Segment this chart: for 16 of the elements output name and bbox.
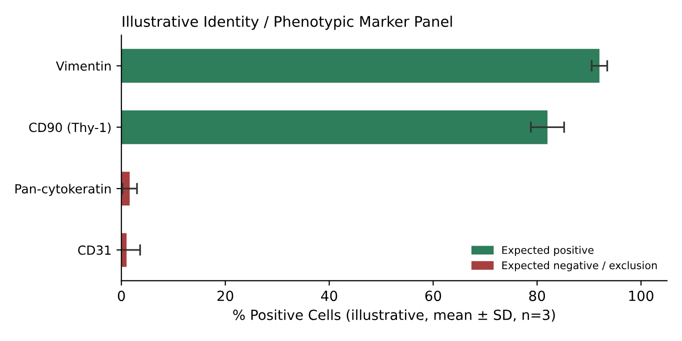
bar [121, 48, 600, 83]
y-tick-label: Vimentin [56, 61, 111, 71]
y-tick-label: CD31 [78, 245, 111, 255]
x-tick-label: 20 [218, 290, 234, 302]
x-tick-label: 80 [529, 290, 546, 302]
x-axis-title: % Positive Cells (illustrative, mean ± SD, n=3) [233, 309, 555, 322]
y-tick-label: CD90 (Thy-1) [29, 122, 111, 135]
legend-label: Expected positive [502, 246, 594, 256]
x-tick-label: 0 [118, 290, 125, 302]
y-tick-label: Pan-cytokeratin [15, 184, 111, 196]
x-tick-label: 100 [629, 290, 654, 302]
legend-label: Expected negative / exclusion [502, 261, 657, 272]
chart-title: Illustrative Identity / Phenotypic Marker Panel [122, 16, 452, 30]
x-tick-label: 60 [425, 290, 442, 302]
bar [121, 110, 548, 144]
x-tick-label: 40 [321, 290, 338, 302]
